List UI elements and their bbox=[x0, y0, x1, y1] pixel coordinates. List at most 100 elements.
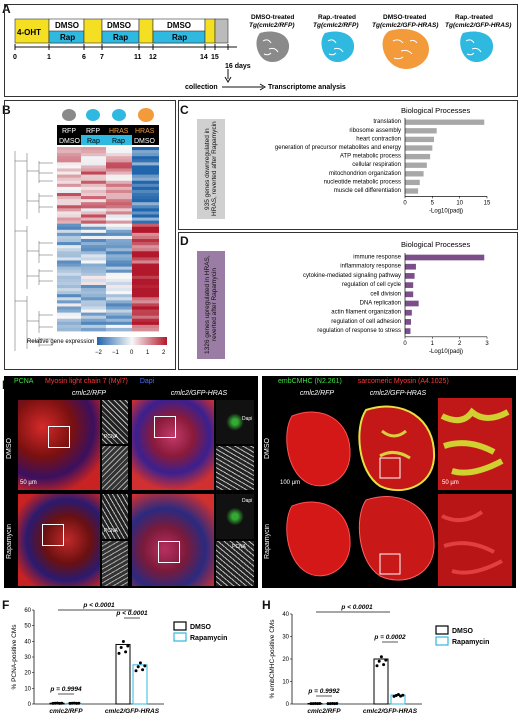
heatmap-cell bbox=[132, 171, 159, 175]
heatmap-cell bbox=[57, 232, 81, 237]
heatmap-cell bbox=[132, 147, 159, 151]
heatmap-cell bbox=[81, 229, 106, 234]
heatmap-cell bbox=[57, 162, 81, 166]
col-top-1: RFP bbox=[62, 128, 76, 135]
bar bbox=[405, 136, 434, 143]
heatmap-cell bbox=[81, 260, 106, 264]
data-point bbox=[117, 651, 121, 655]
heatmap-cell bbox=[57, 281, 81, 286]
heatmap-cell bbox=[132, 306, 159, 310]
heatmap-cell bbox=[132, 159, 159, 163]
heart-icons: DMSO-treated Tg(cmlc2/RFP) Rap.-treated … bbox=[249, 14, 511, 69]
heatmap-cell bbox=[106, 226, 132, 231]
bar bbox=[405, 254, 485, 261]
roi-box bbox=[379, 457, 401, 479]
heatmap-cell bbox=[81, 297, 106, 301]
micrograph-rfp-dmso bbox=[18, 400, 100, 490]
heatmap-cell bbox=[132, 239, 159, 243]
heatmap-cell bbox=[132, 257, 159, 261]
heatmap-cell bbox=[106, 263, 132, 267]
group-3-sub: Tg(cmlc2/GFP-HRAS) bbox=[372, 22, 438, 29]
y-tick-label: 10 bbox=[282, 680, 289, 686]
heatmap-cell bbox=[81, 153, 106, 157]
data-point bbox=[311, 702, 315, 706]
heatmap-cell bbox=[81, 309, 106, 313]
heart-section-rfp-dmso bbox=[286, 411, 351, 487]
heatmap-cell bbox=[57, 193, 81, 197]
x-tick-label: 5 bbox=[431, 200, 435, 206]
heatmap-cell bbox=[81, 242, 106, 246]
heatmap-cell bbox=[106, 186, 132, 191]
p-value-right: p = 0.0002 bbox=[373, 634, 406, 641]
heatmap-cell bbox=[132, 278, 159, 283]
heatmap-cell bbox=[81, 156, 106, 160]
heatmap-cell bbox=[132, 235, 159, 240]
heatmap-cell bbox=[132, 205, 159, 209]
heatmap-cell bbox=[57, 214, 81, 218]
heatmap-cell bbox=[106, 288, 132, 292]
heatmap-cell bbox=[81, 174, 106, 179]
data-point bbox=[121, 639, 125, 643]
bar bbox=[405, 162, 427, 168]
heatmap-cell bbox=[57, 251, 81, 255]
col-bot-3: Rap bbox=[112, 138, 125, 145]
category-label: cell division bbox=[370, 291, 401, 297]
legend-label: Rapamycin bbox=[452, 639, 489, 646]
legend-tick-1: −2 bbox=[95, 350, 103, 356]
heatmap-cell bbox=[81, 272, 106, 277]
heatmap-cell bbox=[81, 254, 106, 258]
chart-title: Biological Processes bbox=[401, 106, 470, 115]
heatmap-cell bbox=[106, 254, 132, 258]
heatmap-cell bbox=[57, 196, 81, 200]
collection-label: collection bbox=[185, 84, 218, 91]
day-11: 11 bbox=[134, 54, 142, 61]
rap-label-2: Rap bbox=[113, 33, 128, 42]
p-value-top: p < 0.0001 bbox=[82, 602, 115, 609]
heatmap-cell bbox=[81, 180, 106, 185]
heatmap-cell bbox=[81, 168, 106, 172]
heatmap-cell bbox=[81, 147, 106, 151]
heatmap-cell bbox=[106, 232, 132, 237]
heatmap-cell bbox=[106, 266, 132, 271]
day-15: 15 bbox=[211, 54, 219, 61]
heatmap-cell bbox=[81, 208, 106, 212]
group-4-sub: Tg(cmlc2/GFP-HRAS) bbox=[445, 22, 511, 29]
heatmap-cell bbox=[57, 239, 81, 243]
heatmap-cell bbox=[132, 285, 159, 289]
heatmap-cell bbox=[132, 156, 159, 160]
e-inset-dapi-1: Dapi bbox=[242, 416, 253, 422]
heatmap-cell bbox=[57, 306, 81, 310]
heatmap-cell bbox=[81, 294, 106, 298]
heatmap-cell bbox=[106, 208, 132, 212]
dmso-label-3: DMSO bbox=[167, 21, 191, 30]
stain-pcna: PCNA bbox=[14, 378, 34, 385]
day-ticks bbox=[14, 44, 229, 50]
day-16: 16 days bbox=[225, 63, 251, 70]
heatmap-cell bbox=[57, 266, 81, 271]
heatmap-cell bbox=[132, 266, 159, 271]
heart-icon-orange-small bbox=[138, 108, 154, 122]
heatmap-cell bbox=[57, 260, 81, 264]
bar bbox=[405, 119, 485, 125]
heatmap-cell bbox=[57, 174, 81, 179]
heatmap-cell bbox=[132, 214, 159, 218]
heatmap-cell bbox=[57, 242, 81, 246]
data-point bbox=[134, 669, 138, 673]
category-label: ribosome assembly bbox=[349, 128, 401, 134]
heatmap-cell bbox=[81, 226, 106, 231]
heatmap-cell bbox=[132, 315, 159, 320]
heatmap-cell bbox=[106, 327, 132, 332]
heatmap-cell bbox=[132, 281, 159, 286]
heatmap-cell bbox=[106, 180, 132, 185]
panel-e: PCNA Myosin light chain 7 (Myl7) Dapi cm… bbox=[4, 376, 258, 588]
heatmap-cell bbox=[106, 306, 132, 310]
panel-d-side-box bbox=[197, 251, 225, 359]
heatmap-cell bbox=[106, 312, 132, 317]
heatmap-cell bbox=[132, 275, 159, 280]
heart-icon-blue-1 bbox=[321, 31, 355, 63]
oht-label: 4-OHT bbox=[17, 28, 41, 37]
y-tick-label: 30 bbox=[24, 655, 31, 661]
data-point bbox=[316, 702, 320, 706]
category-label: cmlc2/GFP-HRAS bbox=[105, 708, 160, 715]
heatmap-cell bbox=[132, 202, 159, 206]
